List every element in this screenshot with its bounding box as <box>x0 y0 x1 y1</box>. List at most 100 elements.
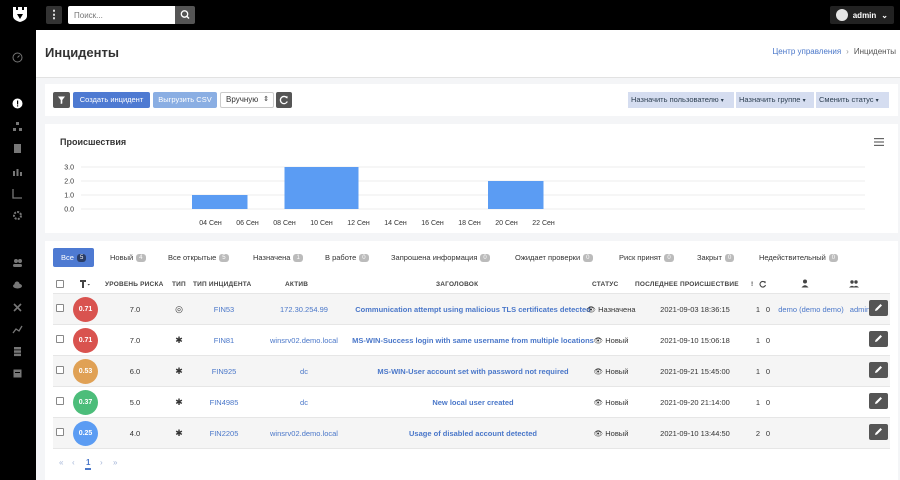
breadcrumb-home-link[interactable]: Центр управления <box>772 47 842 56</box>
group-link[interactable] <box>849 356 871 387</box>
assign-user-button[interactable]: Назначить пользователю ▾ <box>628 92 734 108</box>
asset-link[interactable]: dc <box>300 398 308 407</box>
asset-link[interactable]: winsrv02.demo.local <box>270 336 338 345</box>
risk-filter-icon[interactable] <box>79 279 91 289</box>
tab-closed[interactable]: Закрыт 0 <box>689 248 742 267</box>
sidebar-documents-icon[interactable] <box>12 143 23 154</box>
change-status-button[interactable]: Сменить статус ▾ <box>816 92 889 108</box>
row-checkbox[interactable] <box>56 366 64 374</box>
filter-button[interactable] <box>53 92 70 108</box>
tab-info-requested[interactable]: Запрошена информация 0 <box>383 248 498 267</box>
chart-bar[interactable] <box>284 167 359 209</box>
sidebar-settings-icon[interactable] <box>12 210 23 221</box>
col-risk-level[interactable]: УРОВЕНЬ РИСКА <box>105 281 164 288</box>
assignee-link[interactable]: demo (demo demo) <box>778 305 844 314</box>
edit-button[interactable] <box>869 424 888 440</box>
reopen-count-icon[interactable] <box>759 280 767 288</box>
assignee-link[interactable] <box>775 356 847 387</box>
sidebar-users-icon[interactable] <box>12 257 23 268</box>
group-link[interactable] <box>849 325 871 356</box>
group-link[interactable]: admin <box>849 305 871 314</box>
table-row[interactable]: 0.37 5.0 ✱ FIN4985 dc New local user created 👁… <box>53 387 890 418</box>
row-checkbox[interactable] <box>56 335 64 343</box>
create-incident-button[interactable]: Создать инцидент <box>73 92 150 108</box>
tab-awaiting-review[interactable]: Ожидает проверки 0 <box>507 248 601 267</box>
tab-in-progress[interactable]: В работе 0 <box>317 248 377 267</box>
asset-link[interactable]: winsrv02.demo.local <box>270 429 338 438</box>
sidebar-storage-icon[interactable] <box>12 346 23 357</box>
edit-button[interactable] <box>869 331 888 347</box>
sidebar-dashboard-icon[interactable] <box>12 52 23 63</box>
sidebar-incidents-icon[interactable] <box>12 98 23 109</box>
incident-title-link[interactable]: Usage of disabled account detected <box>409 429 537 438</box>
refresh-mode-select[interactable]: Вручную ⇕ <box>220 92 274 108</box>
assignee-link[interactable] <box>775 387 847 418</box>
hamburger-menu-icon[interactable] <box>874 138 884 146</box>
sidebar-archive-icon[interactable] <box>12 368 23 379</box>
tab-risk-accepted[interactable]: Риск принят 0 <box>611 248 682 267</box>
search-button[interactable] <box>175 6 195 24</box>
col-last-event[interactable]: ПОСЛЕДНЕЕ ПРОИСШЕСТВИЕ <box>635 281 739 288</box>
asset-link[interactable]: 172.30.254.99 <box>280 305 328 314</box>
search-input[interactable] <box>68 6 175 24</box>
row-checkbox[interactable] <box>56 304 64 312</box>
sidebar-stats-icon[interactable] <box>12 324 23 335</box>
assignee-link[interactable] <box>775 325 847 356</box>
incident-title-link[interactable]: Communication attempt using malicious TL… <box>355 305 591 314</box>
sidebar-reports-icon[interactable] <box>12 166 23 177</box>
menu-kebab-button[interactable]: ⋮ <box>46 6 62 24</box>
tab-all-open[interactable]: Все открытые 5 <box>160 248 237 267</box>
col-title[interactable]: ЗАГОЛОВОК <box>436 281 479 288</box>
export-csv-button[interactable]: Выгрузить CSV <box>153 92 217 108</box>
group-link[interactable] <box>849 418 871 449</box>
edit-button[interactable] <box>869 362 888 378</box>
page-first[interactable]: « <box>59 458 64 467</box>
group-link[interactable] <box>849 387 871 418</box>
incident-type-link[interactable]: FIN81 <box>213 336 235 345</box>
app-logo-icon[interactable] <box>12 6 28 23</box>
table-header-divider <box>53 293 890 294</box>
user-icon[interactable] <box>801 279 809 288</box>
incident-type-link[interactable]: FIN925 <box>211 367 237 376</box>
refresh-button[interactable] <box>276 92 292 108</box>
edit-button[interactable] <box>869 300 888 316</box>
tab-assigned[interactable]: Назначена 1 <box>245 248 311 267</box>
col-asset[interactable]: АКТИВ <box>285 281 309 288</box>
col-incident-type[interactable]: ТИП ИНЦИДЕНТА <box>193 281 252 288</box>
incident-type-link[interactable]: FIN4985 <box>209 398 239 407</box>
row-checkbox[interactable] <box>56 428 64 436</box>
page-next[interactable]: › <box>100 458 103 467</box>
select-all-checkbox[interactable] <box>56 280 64 288</box>
asset-link[interactable]: dc <box>300 367 308 376</box>
tab-invalid[interactable]: Недействительный 0 <box>751 248 846 267</box>
incident-type-link[interactable]: FIN2205 <box>209 429 239 438</box>
incident-title-link[interactable]: New local user created <box>432 398 514 407</box>
page-last[interactable]: » <box>113 458 118 467</box>
chart-bar[interactable] <box>488 181 544 209</box>
page-prev[interactable]: ‹ <box>72 458 75 467</box>
table-row[interactable]: 0.25 4.0 ✱ FIN2205 winsrv02.demo.local Usage … <box>53 418 890 449</box>
page-current[interactable]: 1 <box>85 458 92 470</box>
sidebar-network-icon[interactable] <box>12 121 23 132</box>
incident-title-link[interactable]: MS-WIN-Success login with same username … <box>352 336 594 345</box>
tab-new[interactable]: Новый 4 <box>102 248 154 267</box>
edit-button[interactable] <box>869 393 888 409</box>
tab-all[interactable]: Все 5 <box>53 248 95 267</box>
col-exclamation[interactable]: ! <box>751 281 754 288</box>
assign-group-button[interactable]: Назначить группе ▾ <box>736 92 814 108</box>
table-row[interactable]: 0.53 6.0 ✱ FIN925 dc MS-WIN-User account set … <box>53 356 890 387</box>
incident-type-link[interactable]: FIN53 <box>213 305 235 314</box>
row-checkbox[interactable] <box>56 397 64 405</box>
table-row[interactable]: 0.71 7.0 ✱ FIN81 winsrv02.demo.local MS-WIN-S… <box>53 325 890 356</box>
table-row[interactable]: 0.71 7.0 ◎ FIN53 172.30.254.99 Communication … <box>53 294 890 325</box>
sidebar-cloud-icon[interactable] <box>12 279 23 290</box>
sidebar-vulnerabilities-icon[interactable] <box>12 302 23 313</box>
assignee-link[interactable] <box>775 418 847 449</box>
user-menu[interactable]: admin ⌄ <box>829 6 894 24</box>
col-status[interactable]: СТАТУС <box>592 281 619 288</box>
col-type[interactable]: ТИП <box>172 281 186 288</box>
incident-title-link[interactable]: MS-WIN-User account set with password no… <box>377 367 569 376</box>
sidebar-analytics-icon[interactable] <box>12 188 23 199</box>
group-icon[interactable] <box>849 279 859 288</box>
chart-bar[interactable] <box>192 195 248 209</box>
